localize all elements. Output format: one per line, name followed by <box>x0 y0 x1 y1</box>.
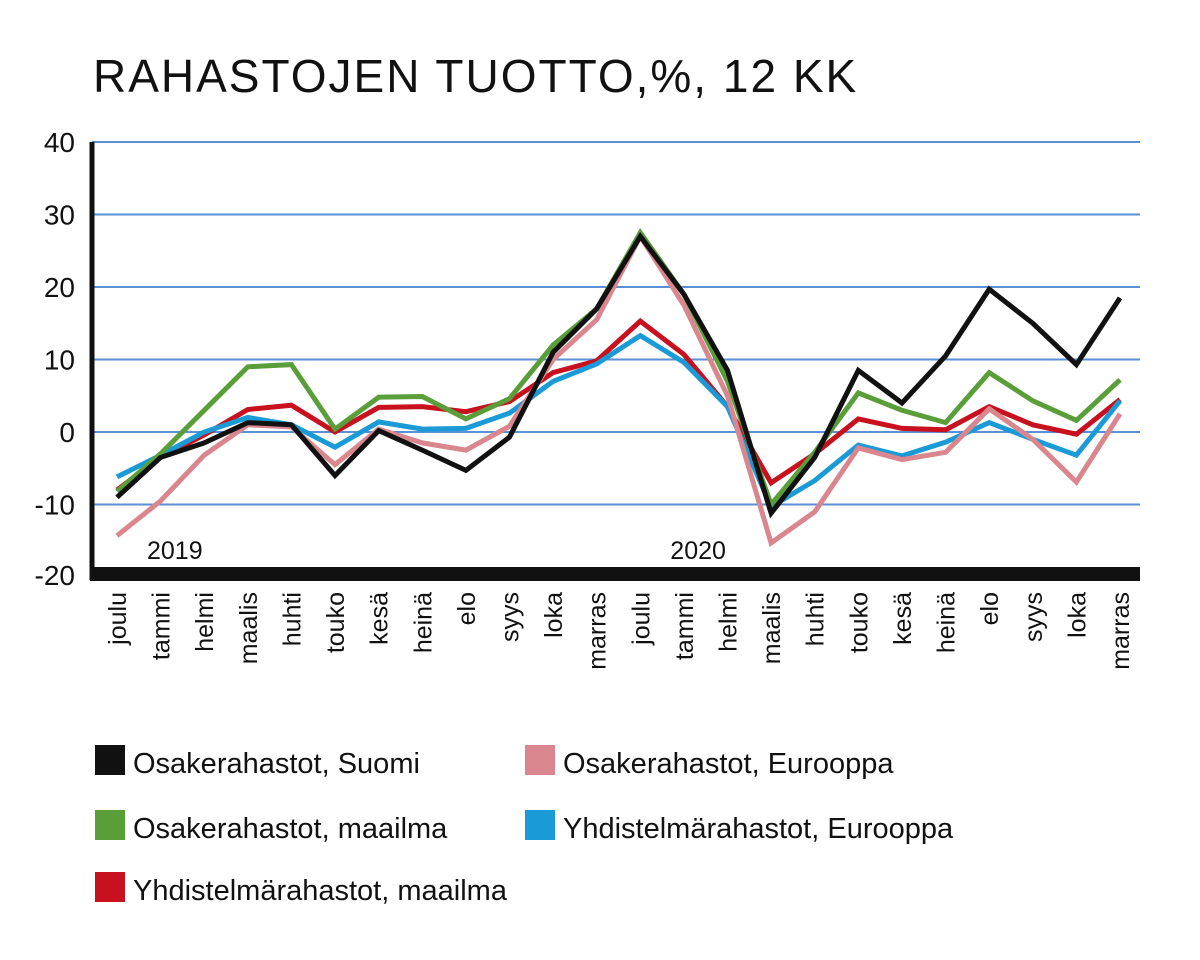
legend-swatch <box>95 872 125 902</box>
x-tick-label: huhti <box>802 592 830 646</box>
x-tick-label: maalis <box>758 592 786 664</box>
x-tick-label: tammi <box>671 592 699 660</box>
legend-swatch <box>525 745 555 775</box>
year-label: 2019 <box>147 537 203 565</box>
legend: Osakerahastot, Suomi Osakerahastot, Euroo… <box>95 745 954 907</box>
x-tick-label: maalis <box>235 592 263 664</box>
year-label: 2020 <box>670 537 726 565</box>
y-tick-label: -10 <box>35 490 75 521</box>
x-tick-label: elo <box>976 592 1004 625</box>
x-tick-label: helmi <box>715 592 743 652</box>
legend-swatch <box>95 745 125 775</box>
x-tick-label: helmi <box>191 592 219 652</box>
legend-swatch <box>95 810 125 840</box>
legend-label: Osakerahastot, maailma <box>133 813 448 845</box>
x-tick-label: syys <box>1020 592 1048 642</box>
x-tick-label: tammi <box>148 592 176 660</box>
x-tick-label: heinä <box>933 592 961 653</box>
x-tick-label: loka <box>1063 592 1091 638</box>
x-tick-label: kesä <box>366 592 394 645</box>
x-tick-label: touko <box>845 592 873 653</box>
legend-item: Osakerahastot, Suomi <box>95 745 420 780</box>
x-tick-label: marras <box>584 592 612 670</box>
x-tick-label: syys <box>496 592 524 642</box>
y-axis-ticks: 40 30 20 10 0 -10 -20 <box>35 127 75 591</box>
x-tick-label: huhti <box>278 592 306 646</box>
legend-item: Yhdistelmärahastot, maailma <box>95 872 508 907</box>
legend-item: Osakerahastot, Eurooppa <box>525 745 894 780</box>
series-line-0 <box>115 231 1123 519</box>
x-tick-label: heinä <box>409 592 437 653</box>
chart-title: RAHASTOJEN TUOTTO,%, 12 KK <box>93 50 858 102</box>
x-tick-label: touko <box>322 592 350 653</box>
x-tick-label: elo <box>453 592 481 625</box>
y-tick-label: -20 <box>35 560 75 591</box>
y-tick-label: 40 <box>44 127 75 158</box>
x-tick-label: joulu <box>627 592 655 646</box>
year-labels: 2019 2020 <box>147 537 726 565</box>
legend-label: Osakerahastot, Eurooppa <box>563 748 894 780</box>
legend-label: Osakerahastot, Suomi <box>133 748 420 780</box>
legend-item: Yhdistelmärahastot, Eurooppa <box>525 810 954 845</box>
x-tick-label: loka <box>540 592 568 638</box>
legend-label: Yhdistelmärahastot, maailma <box>133 875 508 907</box>
series-line-4 <box>115 317 1122 493</box>
y-tick-label: 10 <box>44 345 75 376</box>
y-tick-label: 0 <box>59 417 75 448</box>
y-tick-label: 20 <box>44 272 75 303</box>
x-tick-label: kesä <box>889 592 917 645</box>
x-tick-label: marras <box>1107 592 1135 670</box>
y-tick-label: 30 <box>44 200 75 231</box>
legend-item: Osakerahastot, maailma <box>95 810 448 845</box>
x-axis-ticks: joulu tammi helmi maalis huhti touko kesä heinä… <box>104 592 1135 670</box>
legend-label: Yhdistelmärahastot, Eurooppa <box>563 813 954 845</box>
x-tick-label: joulu <box>104 592 132 646</box>
gridlines <box>92 141 1140 506</box>
legend-swatch <box>525 810 555 840</box>
series-lines <box>115 227 1123 547</box>
x-axis-bar <box>90 567 1140 581</box>
series-line-1 <box>115 231 1123 547</box>
